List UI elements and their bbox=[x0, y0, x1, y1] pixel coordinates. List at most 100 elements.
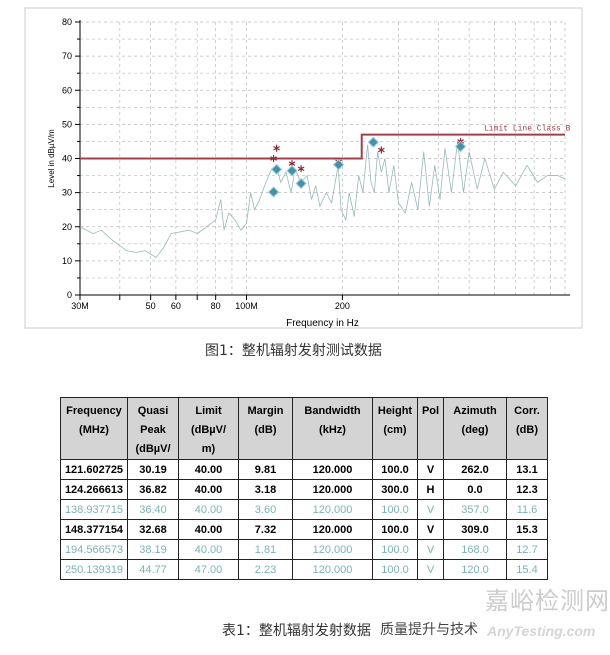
y-tick-label: 60 bbox=[62, 85, 72, 95]
table-cell: 2.23 bbox=[238, 559, 293, 580]
table-cell: 40.00 bbox=[178, 539, 239, 560]
table-cell: 120.000 bbox=[292, 459, 373, 480]
quasi-peak-marker bbox=[286, 165, 298, 177]
table-cell: H bbox=[417, 479, 444, 500]
table-cell: 0.0 bbox=[443, 479, 507, 500]
y-tick-label: 80 bbox=[62, 17, 72, 27]
y-tick-label: 50 bbox=[62, 119, 72, 129]
table-cell: 12.7 bbox=[506, 539, 548, 560]
table-cell: 120.000 bbox=[292, 519, 373, 540]
limit-line-label: Limit Line Class B bbox=[484, 125, 571, 134]
table-cell: 38.19 bbox=[127, 539, 179, 560]
table-cell: 100.0 bbox=[372, 499, 418, 520]
emission-table: Frequency (MHz) Quasi Peak (dBµV/Limit (dBµV/… bbox=[60, 397, 548, 580]
y-tick-label: 10 bbox=[62, 256, 72, 266]
table-cell: 100.0 bbox=[372, 459, 418, 480]
table-cell: 100.0 bbox=[372, 539, 418, 560]
spectrum-trace bbox=[79, 141, 566, 258]
table-cell: 3.60 bbox=[238, 499, 293, 520]
column-header-line: (kHz) bbox=[319, 424, 346, 436]
chart-frame bbox=[24, 7, 583, 329]
y-tick-label: 40 bbox=[62, 154, 72, 164]
quasi-peak-marker bbox=[454, 140, 467, 153]
y-tick-label: 0 bbox=[67, 290, 72, 300]
table-cell: 250.139319 bbox=[60, 559, 128, 580]
table-cell: 148.377154 bbox=[60, 519, 128, 540]
table-cell: 7.32 bbox=[238, 519, 293, 540]
table-cell: 12.3 bbox=[506, 479, 548, 500]
y-tick-label: 20 bbox=[62, 222, 72, 232]
column-header-line: Height bbox=[377, 405, 413, 417]
x-tick-label: 60 bbox=[171, 301, 181, 311]
x-tick-label: 80 bbox=[211, 301, 221, 311]
table-cell: 357.0 bbox=[443, 499, 507, 520]
column-header-line: Quasi bbox=[137, 405, 169, 417]
column-header-line: Limit bbox=[195, 405, 222, 417]
table-cell: 36.82 bbox=[127, 479, 179, 500]
watermark-logo: 嘉峪检测网 bbox=[485, 588, 610, 615]
table-row: 138.937715 36.40 40.00 3.60 120.000 100.0 V 357… bbox=[60, 499, 548, 520]
table-cell: 3.18 bbox=[238, 479, 293, 500]
table-caption: 表1：整机辐射发射数据 bbox=[222, 623, 371, 639]
x-tick-label: 100M bbox=[235, 301, 258, 311]
column-header-line: Corr. bbox=[514, 405, 540, 417]
table-cell: 40.00 bbox=[178, 479, 239, 500]
peak-marker bbox=[273, 144, 280, 152]
table-cell: V bbox=[417, 519, 444, 540]
table-cell: 44.77 bbox=[127, 559, 179, 580]
column-header-line: (dBµV/ bbox=[190, 424, 227, 436]
table-cell: 100.0 bbox=[372, 559, 418, 580]
table-row: 121.602725 30.19 40.00 9.81 120.000 100.0 V 262… bbox=[60, 459, 548, 480]
y-tick-label: 30 bbox=[62, 188, 72, 198]
quasi-peak-marker bbox=[367, 136, 380, 148]
quasi-peak-marker bbox=[295, 177, 307, 190]
x-axis-label: Frequency in Hz bbox=[286, 318, 359, 329]
figure-caption: 图1：整机辐射发射测试数据 bbox=[205, 343, 382, 359]
column-header-line: (deg) bbox=[461, 424, 489, 436]
table-cell: 1.81 bbox=[238, 539, 293, 560]
column-header: Pol bbox=[417, 397, 444, 460]
column-header: Height (cm) bbox=[372, 397, 418, 460]
x-tick-label: 30M bbox=[71, 301, 89, 311]
table-cell: 120.000 bbox=[292, 539, 373, 560]
column-header: Margin (dB) bbox=[238, 397, 293, 460]
table-cell: V bbox=[417, 499, 444, 520]
table-cell: 32.68 bbox=[127, 519, 179, 540]
table-cell: 120.0 bbox=[443, 559, 507, 580]
table-cell: 121.602725 bbox=[60, 459, 128, 480]
column-header-line: (dB) bbox=[516, 424, 538, 436]
column-header-line: Azimuth bbox=[453, 405, 497, 417]
column-header-line: (cm) bbox=[383, 424, 407, 436]
column-header-line: m) bbox=[201, 443, 216, 455]
table-cell: 120.000 bbox=[292, 499, 373, 520]
table-cell: 13.1 bbox=[506, 459, 548, 480]
table-cell: 15.3 bbox=[506, 519, 548, 540]
table-cell: 47.00 bbox=[178, 559, 239, 580]
table-row: 124.266613 36.82 40.00 3.18 120.000 300.0 H 0.0… bbox=[60, 479, 548, 500]
peak-marker bbox=[270, 155, 277, 162]
column-header-line: (dBµV/ bbox=[135, 443, 171, 455]
table-cell: 309.0 bbox=[443, 519, 507, 540]
table-cell: 40.00 bbox=[178, 499, 239, 520]
table-row: 194.566573 38.19 40.00 1.81 120.000 100.0 V 168… bbox=[60, 539, 548, 560]
column-header-line: Bandwidth bbox=[304, 405, 361, 417]
column-header: Azimuth (deg) bbox=[443, 397, 507, 460]
header-row: Frequency (MHz) Quasi Peak (dBµV/Limit (dBµV/… bbox=[60, 397, 548, 460]
emission-chart: 0 10 20 30 40 50 60 70 80 30M 50 60 80 100M 200 Frequen… bbox=[24, 7, 583, 329]
peak-marker bbox=[377, 146, 385, 154]
table-cell: 138.937715 bbox=[60, 499, 128, 520]
y-axis-label: Level in dBµV/m bbox=[47, 129, 56, 188]
column-header: Frequency (MHz) bbox=[60, 397, 128, 460]
table-cell: V bbox=[417, 559, 444, 580]
table-cell: 194.566573 bbox=[60, 539, 128, 560]
table-cell: V bbox=[417, 539, 444, 560]
column-header: Corr. (dB) bbox=[506, 397, 548, 460]
column-header: Limit (dBµV/m) bbox=[178, 397, 239, 460]
column-header: Bandwidth (kHz) bbox=[292, 397, 373, 460]
table-cell: 9.81 bbox=[238, 459, 293, 480]
table-row: 148.377154 32.68 40.00 7.32 120.000 100.0 V 309… bbox=[60, 519, 548, 540]
table-row: 250.139319 44.77 47.00 2.23 120.000 100.0 V 120… bbox=[60, 559, 548, 580]
quasi-peak-marker bbox=[267, 186, 280, 198]
column-header-line: Pol bbox=[421, 405, 440, 417]
account-name: 质量提升与技术 bbox=[380, 622, 478, 638]
